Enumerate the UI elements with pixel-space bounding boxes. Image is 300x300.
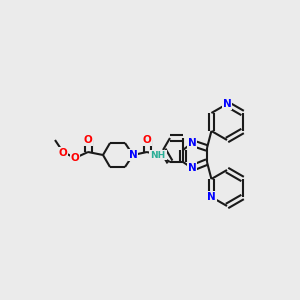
Text: N: N: [188, 138, 196, 148]
Text: O: O: [142, 135, 152, 145]
Text: O: O: [84, 135, 92, 145]
Text: N: N: [129, 150, 137, 160]
Text: N: N: [188, 163, 196, 173]
Text: N: N: [223, 99, 231, 109]
Text: O: O: [70, 153, 80, 163]
Text: O: O: [58, 148, 68, 158]
Text: N: N: [207, 192, 216, 202]
Text: NH: NH: [150, 151, 166, 160]
